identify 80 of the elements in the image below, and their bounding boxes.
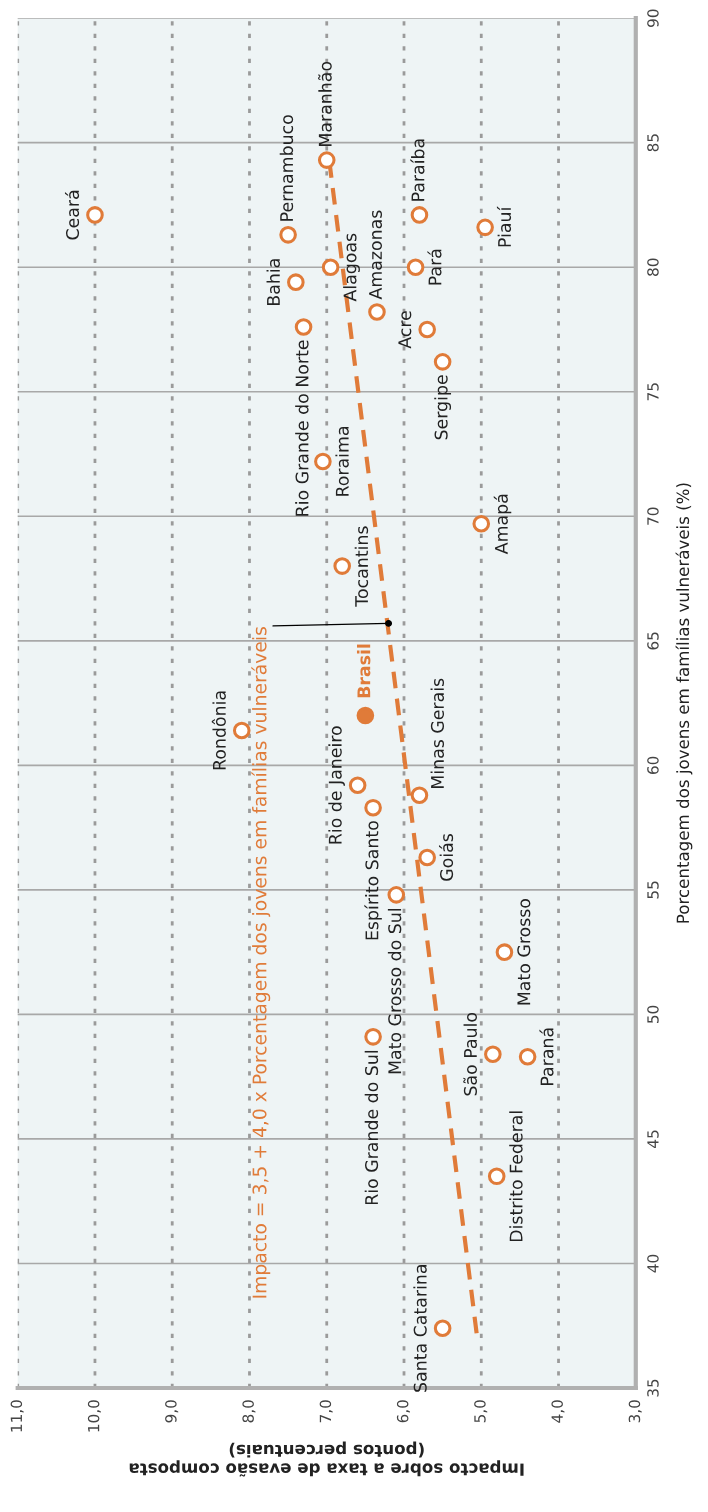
point xyxy=(348,776,367,795)
point xyxy=(410,206,429,224)
annotation: Sergipe xyxy=(434,375,452,440)
annotation: Paraná xyxy=(539,1028,554,1085)
point xyxy=(410,786,429,805)
annotation: Rio Grande do Sul xyxy=(364,1050,379,1205)
point xyxy=(232,721,251,740)
point xyxy=(321,258,340,277)
annotation: Amazonas xyxy=(369,210,382,300)
y-tick-label: 45 xyxy=(647,1130,659,1148)
point xyxy=(314,452,332,471)
point xyxy=(333,557,352,575)
annotation: Distrito Federal xyxy=(509,1111,523,1242)
point xyxy=(287,273,305,291)
point xyxy=(294,318,313,336)
point xyxy=(487,1167,506,1186)
point xyxy=(484,1045,502,1064)
point xyxy=(518,1047,537,1066)
point xyxy=(368,303,386,321)
point xyxy=(418,320,436,339)
y-tick-label: 80 xyxy=(647,258,659,276)
y-tick-label: 90 xyxy=(647,9,659,27)
annotation: Mato Grosso do Sul xyxy=(387,908,402,1074)
point xyxy=(406,258,425,277)
point xyxy=(279,226,297,244)
y-tick-label: 70 xyxy=(647,507,659,525)
x-tick-label: 7,0 xyxy=(319,1400,333,1423)
x-tick-label: 9,0 xyxy=(165,1400,179,1423)
annotation: Paraíba xyxy=(410,139,425,201)
y-tick-label: 65 xyxy=(647,632,659,650)
annotation: Pernambuco xyxy=(279,115,294,221)
y-tick-label: 85 xyxy=(647,134,659,152)
annotation: Goiás xyxy=(438,834,454,881)
x-axis-title: Impacto sobre a taxa de evasão composta (pontos percentuais) xyxy=(129,1441,524,1477)
x-tick-label: 6,0 xyxy=(396,1400,410,1423)
y-tick-label: 50 xyxy=(647,1005,659,1023)
annotation: Pará xyxy=(427,249,442,285)
x-tick-label: 10,0 xyxy=(87,1400,101,1432)
annotation: Impacto = 3,5 + 4,0 x Porcentagem dos jovens em famílias vulneráveis xyxy=(251,627,271,1298)
point xyxy=(418,848,436,867)
point xyxy=(495,943,514,961)
y-axis-title: Porcentagem dos jovens em famílias vulneráveis (%) xyxy=(675,483,693,923)
annotation: Espírito Santo xyxy=(364,821,382,940)
annotation: Rio Grande do Norte xyxy=(295,340,309,516)
point xyxy=(364,798,382,817)
annotation: Roraima xyxy=(335,427,349,496)
y-tick-label: 35 xyxy=(647,1379,659,1397)
annotation: Rio de Janeiro xyxy=(328,726,346,844)
x-tick-label: 11,0 xyxy=(10,1400,24,1432)
annotation: Amapá xyxy=(493,494,512,555)
annotation: Alagoas xyxy=(343,233,360,302)
x-tick-label: 4,0 xyxy=(551,1400,565,1423)
annotation: Maranhão xyxy=(318,61,332,146)
y-tick-label: 60 xyxy=(647,756,659,774)
x-tick-label: 8,0 xyxy=(242,1400,256,1423)
annotation: Rondônia xyxy=(211,691,226,770)
annotation: Mato Grosso xyxy=(517,899,531,1005)
annotation: São Paulo xyxy=(463,1012,477,1096)
annotation: Bahia xyxy=(266,259,280,305)
point xyxy=(472,514,491,533)
point xyxy=(86,206,104,224)
y-tick-label: 75 xyxy=(647,383,659,401)
point xyxy=(364,1028,382,1046)
point xyxy=(356,706,375,725)
y-tick-label: 55 xyxy=(647,881,659,899)
annotation: Minas Gerais xyxy=(430,678,444,788)
annotation: Tocantins xyxy=(354,526,369,607)
annotation: Ceará xyxy=(64,190,80,240)
point xyxy=(433,1319,452,1338)
point xyxy=(387,886,406,904)
annotation: Santa Catarina xyxy=(413,1265,427,1392)
annotation: Acre xyxy=(398,311,412,349)
y-tick-label: 40 xyxy=(647,1254,659,1273)
text: Brasil xyxy=(356,644,371,698)
point xyxy=(433,353,452,371)
x-tick-label: 5,0 xyxy=(474,1400,488,1423)
point xyxy=(317,151,336,169)
annotation: Piauí xyxy=(496,206,512,247)
x-tick-label: 3,0 xyxy=(628,1400,642,1423)
point xyxy=(476,218,494,237)
